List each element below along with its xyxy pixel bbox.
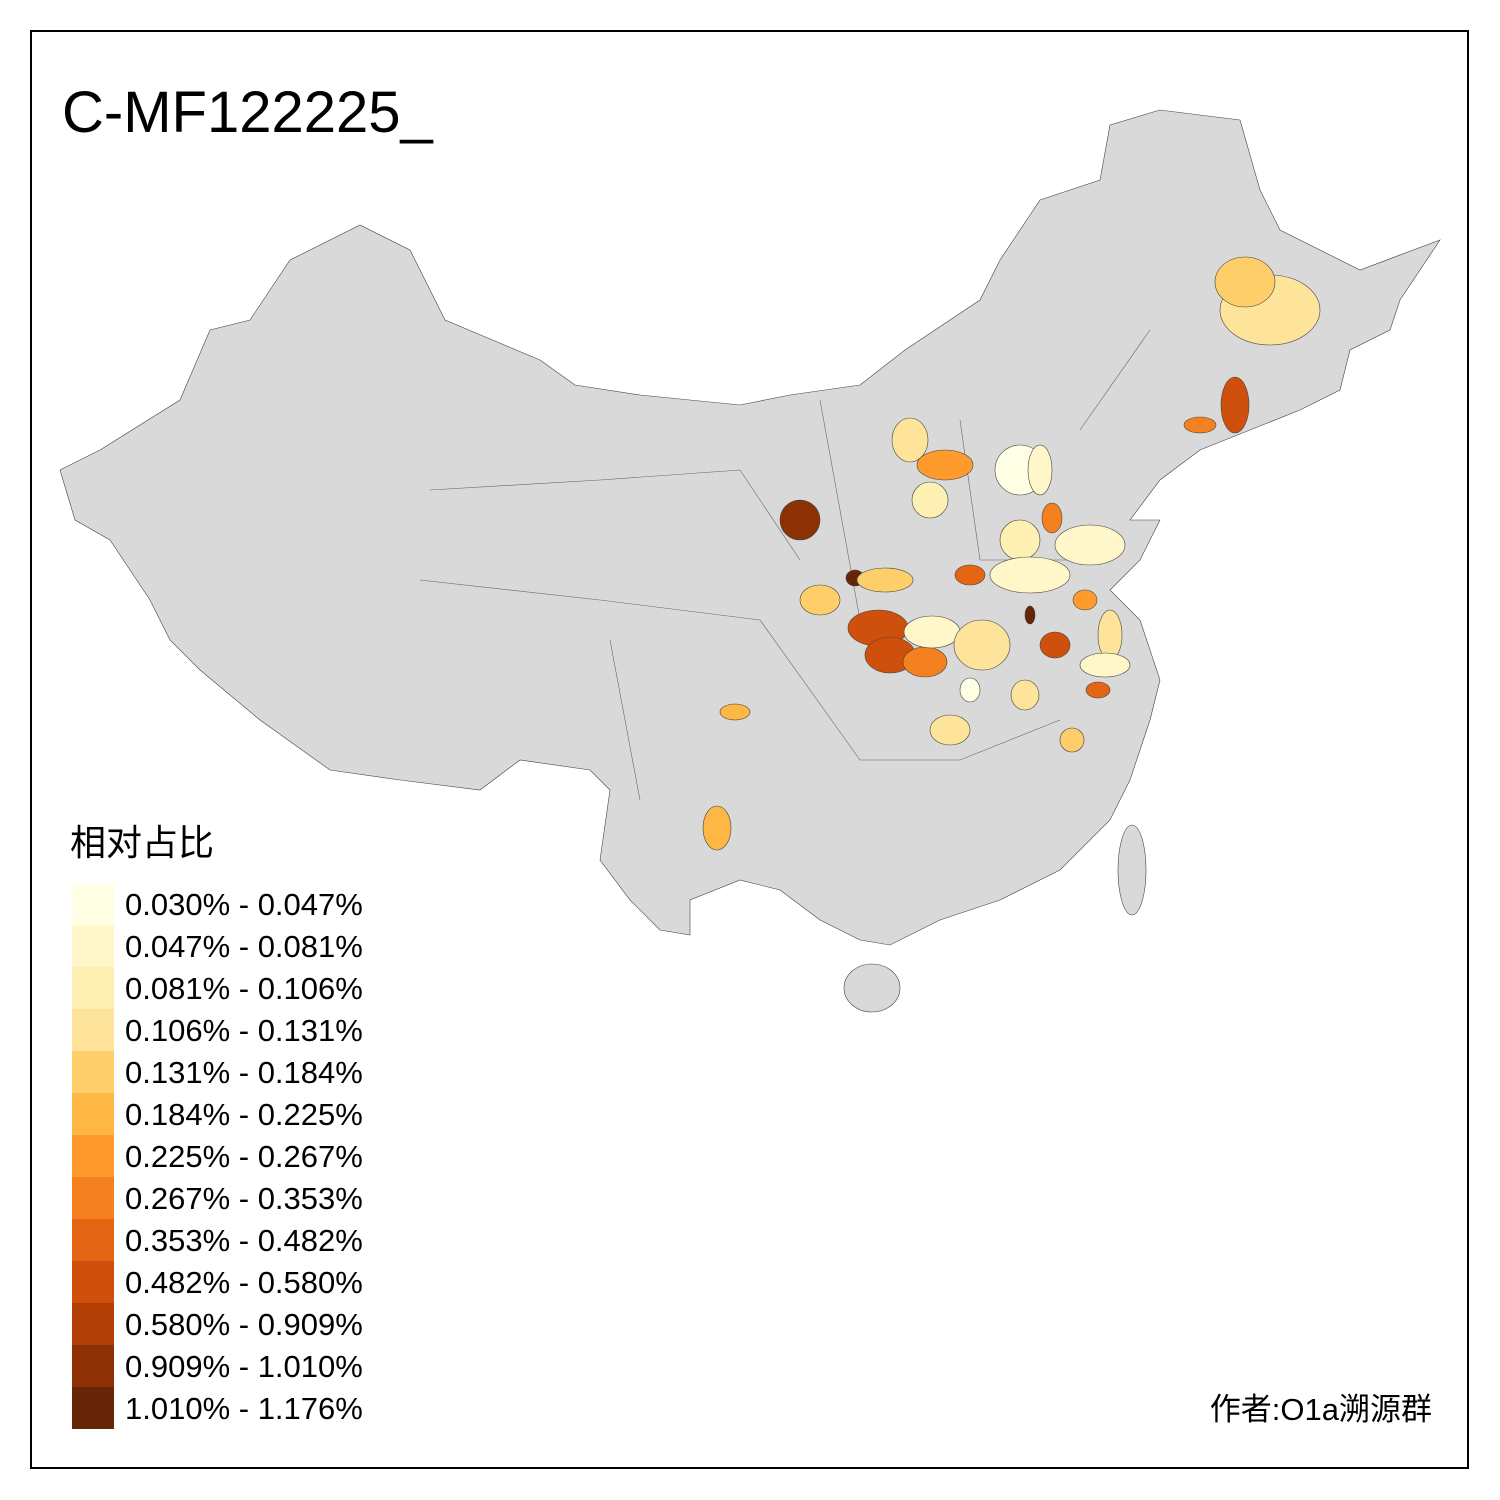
region	[1054, 524, 1126, 566]
legend-label: 0.047% - 0.081%	[125, 929, 363, 964]
region	[799, 584, 841, 616]
region	[719, 703, 751, 721]
region	[1059, 727, 1085, 753]
legend-swatch	[72, 1051, 114, 1093]
region	[999, 519, 1041, 561]
legend-label: 0.225% - 0.267%	[125, 1139, 363, 1174]
legend-label: 0.909% - 1.010%	[125, 1349, 363, 1384]
legend-swatch	[72, 925, 114, 967]
region	[1214, 256, 1276, 308]
region	[1041, 502, 1063, 534]
region	[779, 499, 821, 541]
region	[1027, 444, 1053, 496]
legend-swatch	[72, 1345, 114, 1387]
region	[856, 567, 914, 593]
hainan	[843, 963, 901, 1013]
legend-label: 0.482% - 0.580%	[125, 1265, 363, 1300]
legend-label: 0.081% - 0.106%	[125, 971, 363, 1006]
legend-swatch	[72, 883, 114, 925]
legend-title: 相对占比	[70, 822, 214, 863]
taiwan	[1117, 824, 1147, 916]
map-title: C-MF122225_	[62, 80, 433, 145]
region	[1010, 679, 1040, 711]
region	[929, 714, 971, 746]
region	[891, 417, 929, 463]
legend-label: 0.106% - 0.131%	[125, 1013, 363, 1048]
region	[1079, 652, 1131, 678]
region	[959, 677, 981, 703]
author-credit: 作者:O1a溯源群	[1210, 1392, 1432, 1427]
legend-swatch	[72, 1177, 114, 1219]
legend-label: 1.010% - 1.176%	[125, 1391, 363, 1426]
legend-swatch	[72, 1009, 114, 1051]
region	[1072, 589, 1098, 611]
region	[911, 481, 949, 519]
region	[953, 619, 1011, 671]
base-map	[59, 109, 1441, 1013]
region	[903, 615, 961, 649]
legend-label: 0.131% - 0.184%	[125, 1055, 363, 1090]
legend-swatch	[72, 1387, 114, 1429]
legend-label: 0.030% - 0.047%	[125, 887, 363, 922]
region	[954, 564, 986, 586]
region	[989, 556, 1071, 594]
region	[1085, 681, 1111, 699]
legend-swatch	[72, 967, 114, 1009]
region	[702, 805, 732, 851]
legend-swatch	[72, 1303, 114, 1345]
legend-swatch	[72, 1219, 114, 1261]
region	[1024, 605, 1036, 625]
region	[1220, 376, 1250, 434]
legend-label: 0.353% - 0.482%	[125, 1223, 363, 1258]
highlighted-regions	[702, 256, 1321, 851]
legend-swatch	[72, 1261, 114, 1303]
province-borders	[419, 329, 1151, 801]
region	[1097, 609, 1123, 661]
region	[902, 646, 948, 678]
legend-label: 0.580% - 0.909%	[125, 1307, 363, 1342]
region	[1039, 631, 1071, 659]
china-outline	[59, 109, 1441, 946]
legend-label: 0.267% - 0.353%	[125, 1181, 363, 1216]
legend-swatch	[72, 1093, 114, 1135]
region	[916, 449, 974, 481]
legend-label: 0.184% - 0.225%	[125, 1097, 363, 1132]
legend-swatch	[72, 1135, 114, 1177]
region	[1183, 416, 1217, 434]
legend: 0.030% - 0.047% 0.047% - 0.081% 0.081% - 0…	[72, 883, 363, 1429]
